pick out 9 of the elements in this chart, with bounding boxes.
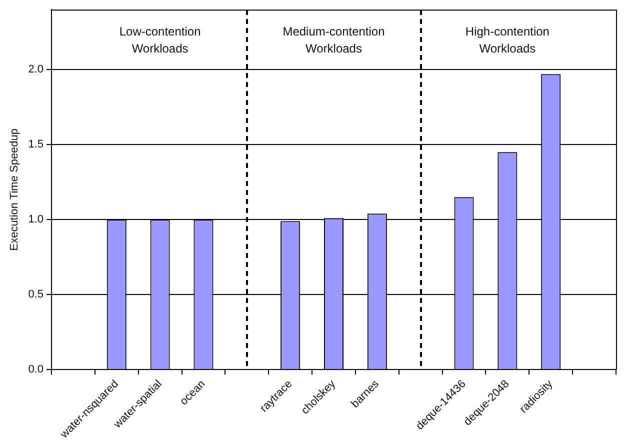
y-tick-label: 2.0 <box>28 64 44 76</box>
annotation: Low-contention Workloads <box>119 24 201 56</box>
annotation: Medium-contention Workloads <box>282 24 385 56</box>
y-tick-label: 1.5 <box>28 138 44 151</box>
y-tick-label: 1.0 <box>28 214 44 226</box>
y-tick-label: 0.5 <box>28 288 44 301</box>
y-axis-title: Execution Time Speedup <box>8 128 21 251</box>
annotation: High-contention Workloads <box>465 24 550 56</box>
y-tick-label: 0.0 <box>28 364 44 376</box>
